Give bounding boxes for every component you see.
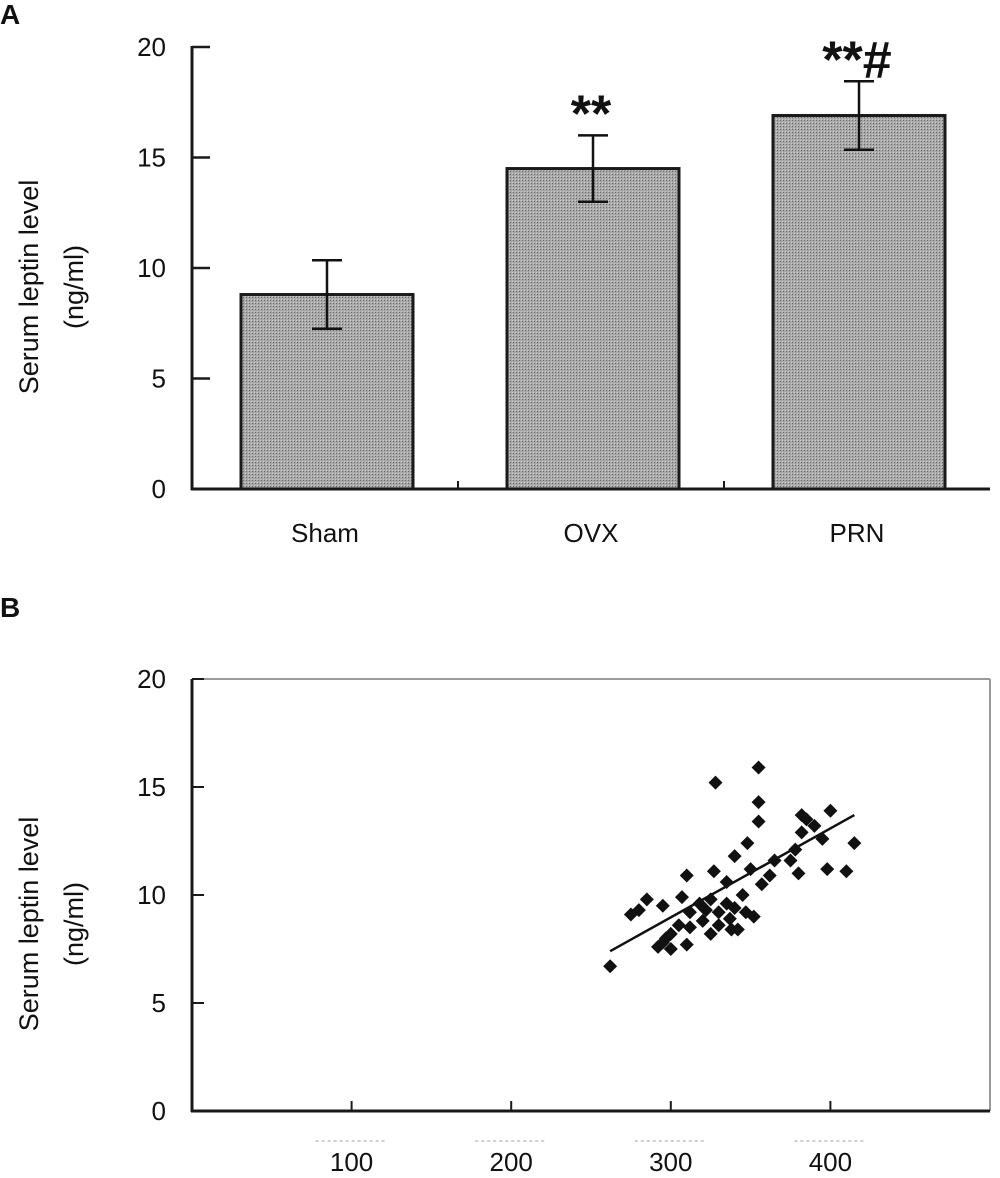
panel-b-data-point	[695, 913, 710, 928]
panel-b-data-point	[783, 853, 798, 868]
panel-b-data-point	[754, 877, 769, 892]
panel-b-data-point	[735, 888, 750, 902]
panel-b-data-point	[682, 905, 697, 920]
panel-a-category-label: OVX	[564, 518, 619, 548]
panel-a-y-axis-title: Serum leptin level (ng/ml)	[14, 180, 89, 395]
panel-b-data-point	[682, 920, 697, 935]
panel-b-data-point	[847, 836, 862, 851]
panel-a-category-label: Sham	[291, 518, 359, 548]
panel-b-data-point	[711, 905, 726, 920]
panel-b-y-tick-label: 10	[137, 880, 166, 910]
panel-b-x-tick-label: 100	[330, 1147, 373, 1177]
panel-b-data-point	[751, 760, 766, 775]
panel-b-data-point	[639, 892, 654, 907]
panel-b-data-point	[746, 909, 761, 924]
panel-b-data-point	[663, 942, 678, 956]
panel-a-significance-label: **	[571, 85, 612, 143]
panel-b-data-point	[674, 890, 689, 905]
panel-a-bar	[505, 167, 681, 491]
panel-b-x-tick-label: 300	[649, 1147, 692, 1177]
panel-b-data-point	[719, 875, 734, 890]
panel-b-axes	[190, 678, 991, 1142]
panel-b-y-tick-label: 20	[137, 664, 166, 694]
panel-a-tick-labels: 0 5 10 15 20 Sham OVX PRN	[137, 32, 884, 548]
panel-a-significance-label: **#	[822, 31, 891, 89]
panel-b-data-point	[799, 812, 814, 827]
panel-b-data-point	[663, 926, 678, 941]
panel-b-data-point	[711, 918, 726, 933]
panel-b-y-tick-label: 0	[152, 1096, 166, 1126]
panel-b-data-point	[655, 898, 670, 913]
panel-b-data-point	[603, 959, 618, 974]
panel-a: A Serum leptin level (ng/ml) ** **# 0 5 10 1…	[0, 0, 990, 548]
panel-b-y-tick-label: 15	[137, 772, 166, 802]
panel-b-data-point	[631, 903, 646, 918]
panel-b-data-point	[751, 795, 766, 810]
panel-b-data-point	[708, 775, 723, 790]
panel-b-x-tick-label: 200	[490, 1147, 533, 1177]
panel-b-data-point	[722, 911, 737, 926]
panel-a-y-axis-title-line1: Serum leptin level	[14, 180, 44, 395]
panel-b-data-point	[751, 814, 766, 829]
panel-a-y-tick-label: 5	[152, 364, 166, 394]
panel-b-x-tick-label: 400	[809, 1147, 852, 1177]
panel-a-y-tick-label: 20	[137, 32, 166, 62]
panel-b-data-point	[794, 825, 809, 840]
panel-b: B Serum leptin level (ng/ml) 0 5 10 15 20 100…	[0, 592, 991, 1177]
panel-b-data-point	[791, 866, 806, 881]
panel-b-data-point	[730, 922, 745, 937]
panel-b-data-point	[740, 836, 755, 851]
panel-b-data-point	[679, 868, 694, 883]
panel-b-points	[603, 760, 862, 974]
panel-b-data-point	[671, 918, 686, 933]
panel-b-data-point	[679, 937, 694, 952]
panel-a-y-tick-label: 0	[152, 474, 166, 504]
panel-b-tick-labels: 0 5 10 15 20 100 200 300 400	[137, 664, 852, 1177]
panel-b-y-axis-title-line2: (ng/ml)	[59, 882, 89, 966]
panel-a-label: A	[0, 0, 20, 30]
panel-b-y-axis-title: Serum leptin level (ng/ml)	[14, 817, 89, 1032]
panel-b-data-point	[762, 868, 777, 883]
panel-b-data-point	[807, 818, 822, 833]
panel-a-y-tick-label: 15	[137, 143, 166, 173]
panel-b-data-point	[767, 853, 782, 868]
panel-b-data-point	[703, 892, 718, 907]
panel-a-y-tick-label: 10	[137, 253, 166, 283]
panel-b-data-point	[703, 926, 718, 941]
panel-a-y-axis-title-line2: (ng/ml)	[59, 245, 89, 329]
panel-b-data-point	[698, 903, 713, 918]
panel-b-data-point	[727, 849, 742, 864]
panel-b-data-point	[727, 900, 742, 915]
panel-b-data-point	[788, 842, 803, 857]
panel-b-data-point	[820, 862, 835, 877]
panel-b-label: B	[0, 592, 20, 623]
panel-b-data-point	[839, 864, 854, 879]
panel-b-y-axis-title-line1: Serum leptin level	[14, 817, 44, 1032]
panel-a-bars: ** **#	[239, 31, 947, 491]
panel-b-data-point	[706, 864, 721, 879]
panel-a-bar	[771, 114, 947, 491]
panel-a-category-label: PRN	[830, 518, 885, 548]
panel-b-data-point	[743, 862, 758, 877]
panel-b-data-point	[823, 803, 838, 818]
panel-b-y-tick-label: 5	[152, 988, 166, 1018]
panel-b-data-point	[815, 831, 830, 846]
